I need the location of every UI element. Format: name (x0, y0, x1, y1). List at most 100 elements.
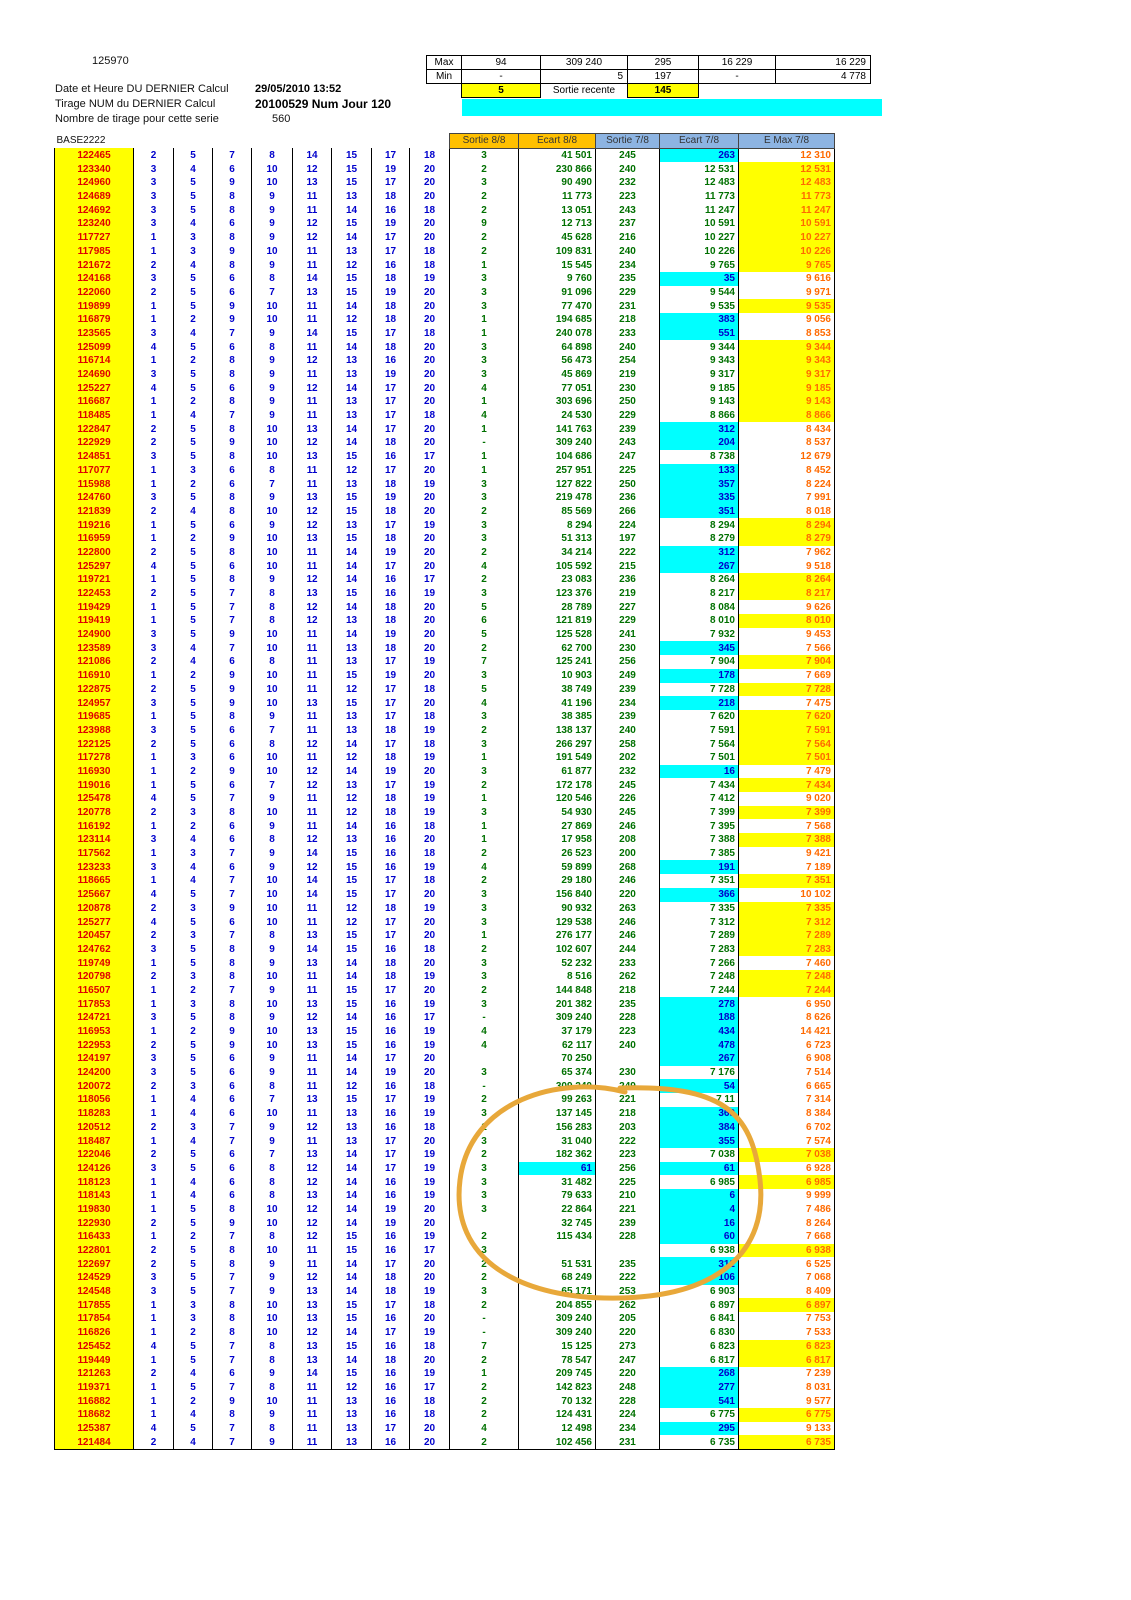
ecart-8-8: 309 240 (518, 1011, 596, 1025)
row-number: 14 (331, 1325, 372, 1340)
sortie-8-8: 2 (449, 778, 519, 792)
row-number: 13 (292, 490, 332, 505)
sortie-8-8: 3 (449, 176, 519, 190)
row-number: 10 (251, 627, 293, 642)
sortie-8-8: 3 (449, 1161, 519, 1176)
ecart-7-8: 268 (659, 1366, 739, 1381)
ecart-8-8: 172 178 (518, 778, 596, 792)
row-number: 20 (409, 627, 450, 642)
ecart-7-8: 295 (659, 1421, 739, 1436)
row-number: 13 (331, 1134, 372, 1148)
row-number: 10 (251, 436, 293, 450)
table-row: 121086 2 4 6 8 11 13 17 19 7 125 241 256 7 904 7 904 (54, 655, 835, 669)
row-number: 12 (292, 778, 332, 792)
e-max-7-8: 10 102 (738, 887, 835, 902)
sortie-8-8: 2 (449, 203, 519, 218)
sortie-8-8: 3 (449, 586, 519, 601)
row-number: 11 (292, 559, 332, 573)
sortie-7-8: 244 (595, 942, 660, 957)
row-number: 10 (251, 312, 293, 327)
row-number: 12 (292, 1011, 332, 1025)
sortie-8-8: 3 (449, 764, 519, 779)
row-number: 20 (409, 354, 450, 368)
row-id: 116930 (54, 764, 134, 779)
table-row: 122125 2 5 6 8 12 14 17 18 3 266 297 258 7 564 7 564 (54, 737, 835, 751)
table-row: 119216 1 5 6 9 12 13 17 19 3 8 294 224 8 294 8 294 (54, 518, 835, 532)
e-max-7-8: 6 985 (738, 1175, 835, 1189)
ecart-8-8: 12 713 (518, 217, 596, 231)
row-number: 10 (251, 641, 293, 656)
row-number: 10 (251, 874, 293, 888)
table-row: 123589 3 4 7 10 11 13 18 20 2 62 700 230 345 7 566 (54, 641, 835, 656)
row-number: 8 (251, 271, 293, 286)
e-max-7-8: 9 185 (738, 381, 835, 396)
ecart-7-8: 541 (659, 1394, 739, 1408)
row-id: 124762 (54, 942, 134, 957)
row-number: 2 (133, 969, 174, 984)
row-number: 9 (251, 326, 293, 341)
row-number: 4 (133, 887, 174, 902)
table-row: 117855 1 3 8 10 13 15 17 18 2 204 855 262 6 897 6 897 (54, 1298, 835, 1313)
table-row: 124126 3 5 6 8 12 14 17 19 3 61 256 61 6 928 (54, 1161, 835, 1176)
row-number: 15 (331, 586, 372, 601)
table-row: 121839 2 4 8 10 12 15 18 20 2 85 569 266 351 8 018 (54, 504, 835, 519)
e-max-7-8: 7 962 (738, 545, 835, 560)
row-number: 9 (251, 1271, 293, 1285)
row-number: 1 (133, 668, 174, 683)
row-number: 1 (133, 819, 174, 834)
ecart-7-8: 11 773 (659, 189, 739, 204)
e-max-7-8: 7 669 (738, 668, 835, 683)
row-number: 3 (133, 860, 174, 875)
sortie-8-8: 1 (449, 395, 519, 409)
row-number: 1 (133, 1024, 174, 1039)
row-number: 15 (331, 217, 372, 231)
table-row: 115988 1 2 6 7 11 13 18 19 3 127 822 250 357 8 224 (54, 477, 835, 491)
sortie-8-8: 3 (449, 490, 519, 505)
row-number: 10 (251, 504, 293, 519)
table-row: 124762 3 5 8 9 14 15 16 18 2 102 607 244 7 283 7 283 (54, 942, 835, 957)
ecart-8-8: 65 171 (518, 1284, 596, 1299)
row-number: 13 (331, 1120, 372, 1135)
row-number: 18 (409, 819, 450, 834)
row-number: 13 (331, 395, 372, 409)
ecart-7-8: 54 (659, 1079, 739, 1094)
row-number: 5 (173, 1065, 213, 1080)
row-number: 8 (212, 942, 252, 957)
row-number: 15 (331, 162, 372, 177)
recent-count: 5 (461, 83, 541, 98)
row-number: 13 (292, 1093, 332, 1107)
sortie-8-8: - (449, 1312, 519, 1326)
e-max-7-8: 9 143 (738, 395, 835, 409)
sortie-8-8: 2 (449, 983, 519, 998)
e-max-7-8: 7 399 (738, 805, 835, 820)
row-number: 12 (292, 600, 332, 615)
row-number: 10 (251, 1298, 293, 1313)
table-row: 123988 3 5 6 7 11 13 18 19 2 138 137 240 7 591 7 591 (54, 723, 835, 738)
row-number: 19 (409, 1325, 450, 1340)
table-row: 116714 1 2 8 9 12 13 16 20 3 56 473 254 9 343 9 343 (54, 354, 835, 368)
row-number: 16 (371, 1106, 410, 1121)
row-number: 5 (173, 1284, 213, 1299)
sortie-7-8: 224 (595, 518, 660, 532)
table-row: 118123 1 4 6 8 12 14 16 19 3 31 482 225 6 985 6 985 (54, 1175, 835, 1189)
row-number: 13 (331, 354, 372, 368)
e-max-7-8: 8 409 (738, 1284, 835, 1299)
sortie-7-8: 240 (595, 1038, 660, 1053)
e-max-7-8: 14 421 (738, 1024, 835, 1039)
ecart-8-8: 26 523 (518, 846, 596, 861)
row-number: 19 (409, 1147, 450, 1162)
ecart-7-8: 9 765 (659, 258, 739, 272)
e-max-7-8: 6 817 (738, 1353, 835, 1367)
row-number: 18 (409, 1339, 450, 1354)
row-number: 16 (371, 1188, 410, 1203)
tirage-label: Tirage NUM du DERNIER Calcul (55, 98, 216, 110)
row-number: 20 (409, 1257, 450, 1272)
row-number: 11 (292, 395, 332, 409)
row-number: 11 (292, 1435, 332, 1451)
row-number: 13 (331, 518, 372, 532)
row-id: 122453 (54, 586, 134, 601)
e-max-7-8: 7 038 (738, 1147, 835, 1162)
row-number: 2 (133, 285, 174, 300)
row-number: 6 (212, 340, 252, 354)
row-number: 10 (251, 1024, 293, 1039)
